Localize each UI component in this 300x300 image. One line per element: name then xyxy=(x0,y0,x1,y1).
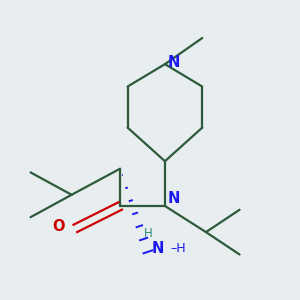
Text: N: N xyxy=(167,191,180,206)
Text: N: N xyxy=(152,242,164,256)
Text: –H: –H xyxy=(170,242,186,255)
Text: N: N xyxy=(168,55,180,70)
Text: O: O xyxy=(52,219,65,234)
Text: H: H xyxy=(144,227,152,240)
